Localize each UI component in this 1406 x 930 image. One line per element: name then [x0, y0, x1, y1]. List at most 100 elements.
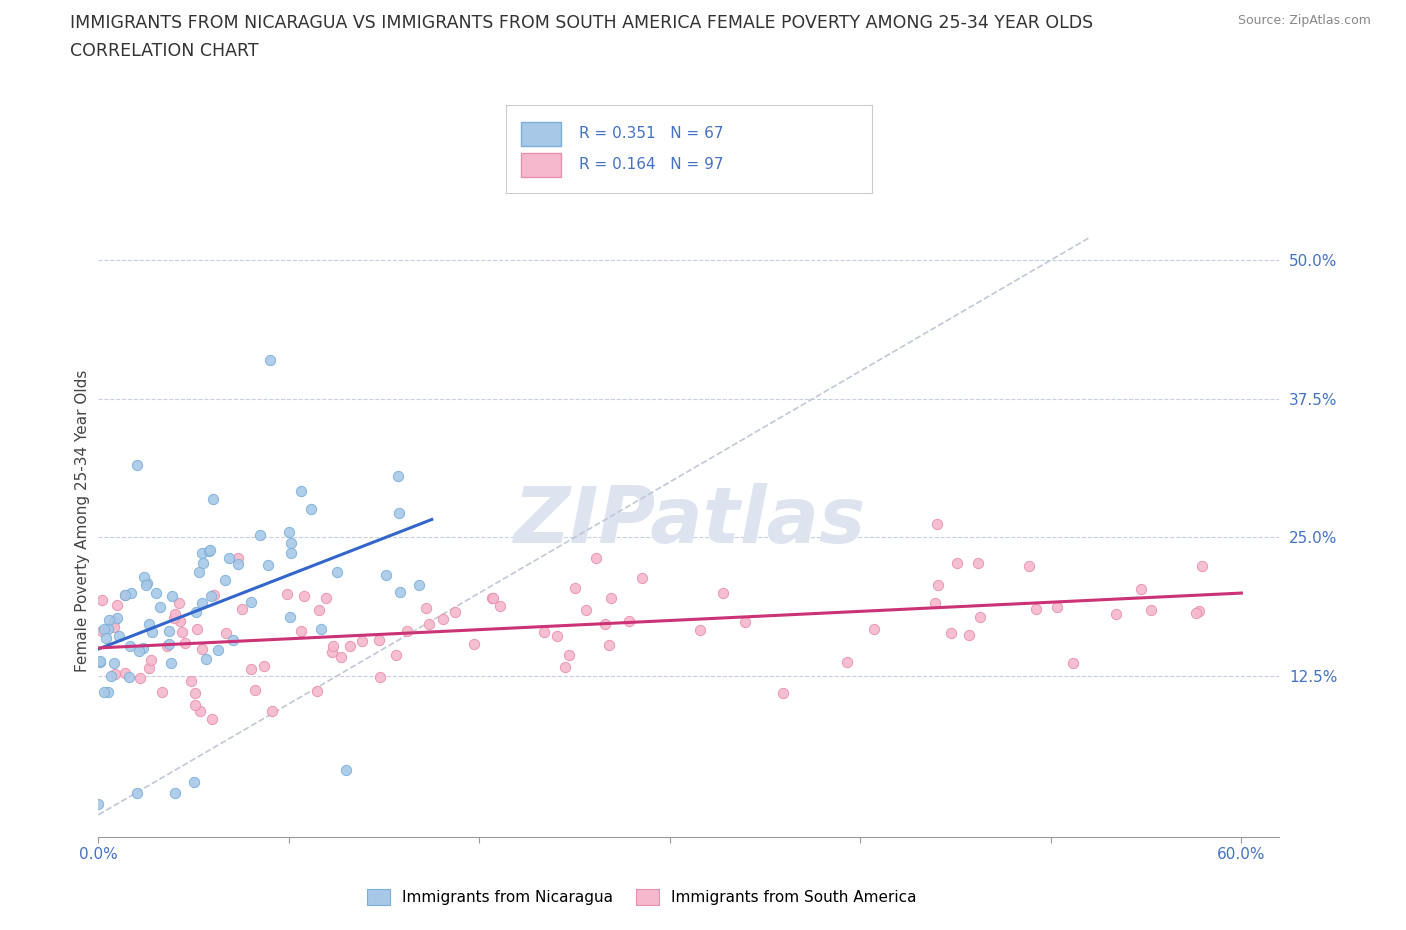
Point	[444, 604, 467, 619]
Point	[482, 591, 505, 605]
Point	[1104, 607, 1126, 622]
Point	[335, 763, 357, 777]
Point	[308, 603, 330, 618]
Point	[125, 785, 148, 800]
Point	[149, 599, 172, 614]
Point	[201, 491, 224, 506]
Point	[160, 589, 183, 604]
Point	[129, 671, 152, 685]
Point	[165, 607, 187, 622]
Point	[408, 578, 430, 592]
Point	[257, 558, 280, 573]
Point	[118, 670, 141, 684]
Point	[290, 624, 312, 639]
Point	[554, 659, 576, 674]
FancyBboxPatch shape	[520, 122, 561, 146]
Point	[195, 651, 218, 666]
Point	[105, 598, 128, 613]
Point	[134, 570, 156, 585]
Point	[128, 644, 150, 658]
Y-axis label: Female Poverty Among 25-34 Year Olds: Female Poverty Among 25-34 Year Olds	[75, 369, 90, 672]
Point	[138, 660, 160, 675]
Point	[231, 602, 253, 617]
Point	[114, 588, 136, 603]
Point	[259, 352, 281, 367]
Point	[927, 578, 949, 592]
Point	[207, 643, 229, 658]
Point	[184, 698, 207, 712]
Point	[711, 586, 734, 601]
Point	[170, 625, 193, 640]
Point	[226, 551, 249, 565]
Point	[389, 584, 412, 599]
Point	[188, 704, 211, 719]
Point	[489, 598, 512, 613]
Point	[600, 591, 623, 605]
Point	[1140, 603, 1163, 618]
Point	[118, 638, 141, 653]
Point	[198, 543, 221, 558]
Point	[557, 647, 579, 662]
Point	[163, 785, 186, 800]
Point	[772, 685, 794, 700]
Point	[186, 621, 208, 636]
Point	[290, 484, 312, 498]
Point	[125, 458, 148, 472]
Point	[93, 622, 115, 637]
Point	[169, 614, 191, 629]
Point	[481, 591, 503, 606]
Point	[97, 621, 120, 636]
Point	[145, 585, 167, 600]
Point	[222, 632, 245, 647]
Point	[103, 620, 125, 635]
Point	[277, 525, 299, 539]
Point	[1018, 558, 1040, 573]
Point	[108, 628, 131, 643]
Point	[174, 636, 197, 651]
Point	[139, 652, 162, 667]
Point	[239, 661, 262, 676]
Point	[689, 623, 711, 638]
Point	[957, 628, 980, 643]
Point	[89, 655, 111, 670]
Point	[200, 589, 222, 604]
Point	[1062, 656, 1084, 671]
Point	[103, 613, 125, 628]
Point	[924, 595, 946, 610]
Point	[969, 610, 991, 625]
Point	[1046, 600, 1069, 615]
Point	[198, 544, 221, 559]
Point	[202, 587, 225, 602]
Point	[368, 670, 391, 684]
Point	[167, 595, 190, 610]
Point	[180, 673, 202, 688]
Point	[262, 703, 284, 718]
Point	[114, 587, 136, 602]
Point	[134, 578, 156, 592]
Point	[187, 565, 209, 579]
Point	[339, 639, 361, 654]
Legend: Immigrants from Nicaragua, Immigrants from South America: Immigrants from Nicaragua, Immigrants fr…	[361, 884, 922, 911]
Point	[249, 527, 271, 542]
Point	[1191, 559, 1213, 574]
Point	[619, 613, 641, 628]
Point	[90, 624, 112, 639]
Point	[141, 625, 163, 640]
Point	[967, 555, 990, 570]
Point	[387, 469, 409, 484]
Point	[350, 633, 373, 648]
Point	[159, 623, 181, 638]
Point	[90, 592, 112, 607]
FancyBboxPatch shape	[520, 153, 561, 177]
Point	[278, 610, 301, 625]
Text: CORRELATION CHART: CORRELATION CHART	[70, 42, 259, 60]
Point	[388, 506, 411, 521]
Text: R = 0.164   N = 97: R = 0.164 N = 97	[579, 157, 724, 172]
Point	[191, 546, 214, 561]
Point	[326, 565, 349, 579]
Point	[253, 658, 276, 673]
Point	[280, 536, 302, 551]
Point	[585, 551, 607, 565]
Text: R = 0.351   N = 67: R = 0.351 N = 67	[579, 126, 724, 141]
Point	[598, 638, 620, 653]
